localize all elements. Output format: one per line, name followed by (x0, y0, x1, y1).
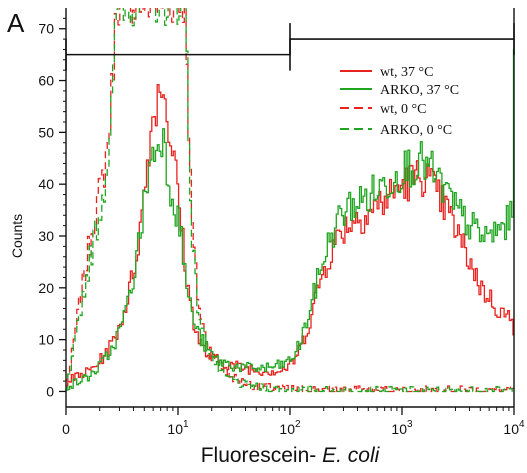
y-tick-label-5: 50 (38, 124, 54, 140)
y-tick-label-6: 60 (38, 73, 54, 89)
x-tick-label-0: 0 (62, 421, 70, 437)
legend: wt, 37 °C ARKO, 37 °C wt, 0 °C ARKO, 0 °… (340, 65, 459, 138)
x-axis-label-prefix: Fluorescein- (201, 444, 322, 467)
y-axis-label: Counts (9, 214, 25, 258)
x-axis-label-organism: E. coli (322, 444, 381, 467)
tick-marks: 0 10 20 30 40 50 60 70 0 101 102 103 104 (38, 17, 525, 437)
y-tick-label-0: 0 (46, 383, 54, 399)
legend-label-arko-0: ARKO, 0 °C (380, 123, 452, 138)
legend-label-wt-37: wt, 37 °C (380, 65, 433, 80)
y-tick-label-3: 30 (38, 228, 54, 244)
x-tick-label-1: 101 (167, 419, 189, 437)
series-line-3 (66, 8, 514, 393)
y-tick-label-1: 10 (38, 332, 54, 348)
legend-label-wt-0: wt, 0 °C (380, 102, 426, 117)
panel-label: A (7, 8, 25, 38)
legend-label-arko-37: ARKO, 37 °C (380, 83, 459, 98)
y-tick-label-4: 40 (38, 176, 54, 192)
y-tick-label-2: 20 (38, 280, 54, 296)
series-line-2 (66, 8, 514, 393)
x-tick-label-3: 103 (391, 419, 413, 437)
series-layer (66, 8, 514, 393)
series-line-1 (66, 49, 514, 391)
x-axis-label: Fluorescein- E. coli (201, 444, 381, 467)
x-tick-label-4: 104 (503, 419, 525, 437)
x-tick-label-2: 102 (279, 419, 301, 437)
y-tick-label-7: 70 (38, 21, 54, 37)
